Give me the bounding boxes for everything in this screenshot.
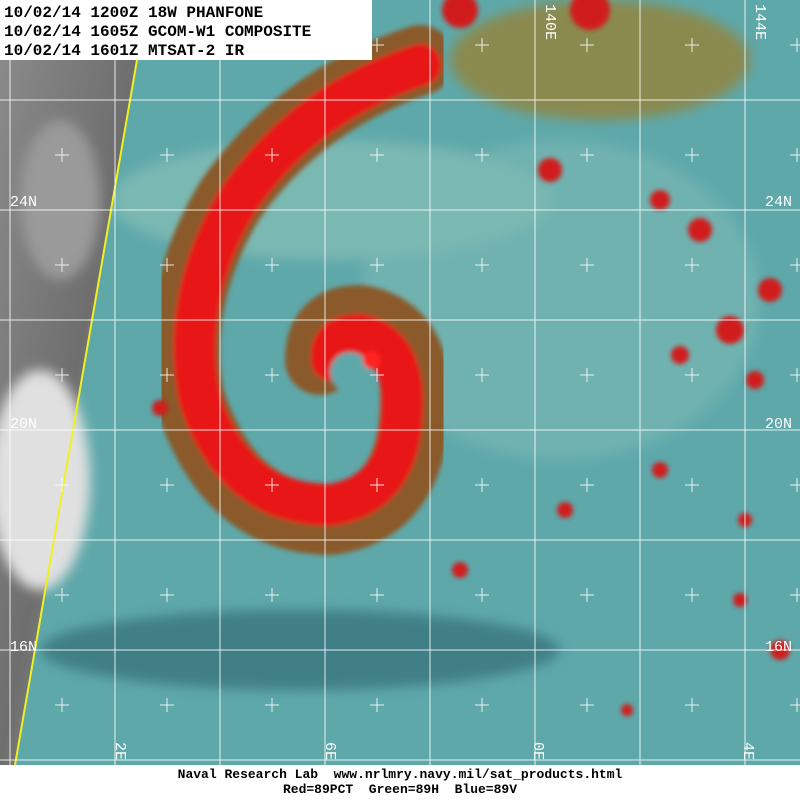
footer-line: Red=89PCT Green=89H Blue=89V bbox=[283, 782, 517, 797]
header-line: 10/02/14 1605Z GCOM-W1 COMPOSITE bbox=[4, 23, 311, 41]
ir-clouds bbox=[0, 120, 100, 590]
lon-label: 140E bbox=[541, 4, 558, 40]
lat-label: 16N bbox=[765, 639, 792, 656]
header-box bbox=[0, 0, 372, 60]
lat-label: 24N bbox=[10, 194, 37, 211]
grid bbox=[0, 0, 800, 765]
lat-label: 20N bbox=[10, 416, 37, 433]
lat-label: 16N bbox=[10, 639, 37, 656]
swath-edge bbox=[14, 59, 138, 766]
typhoon bbox=[150, 0, 790, 716]
header-line: 10/02/14 1601Z MTSAT-2 IR bbox=[4, 42, 244, 60]
lon-label: 144E bbox=[751, 4, 768, 40]
lon-label: 2E bbox=[111, 742, 128, 760]
lat-label: 20N bbox=[765, 416, 792, 433]
lon-label: 6E bbox=[321, 742, 338, 760]
footer-line: Naval Research Lab www.nrlmry.navy.mil/s… bbox=[178, 767, 623, 782]
lat-label: 24N bbox=[765, 194, 792, 211]
lon-label: 0E bbox=[529, 742, 546, 760]
header-line: 10/02/14 1200Z 18W PHANFONE bbox=[4, 4, 263, 22]
lon-label: 4E bbox=[739, 742, 756, 760]
